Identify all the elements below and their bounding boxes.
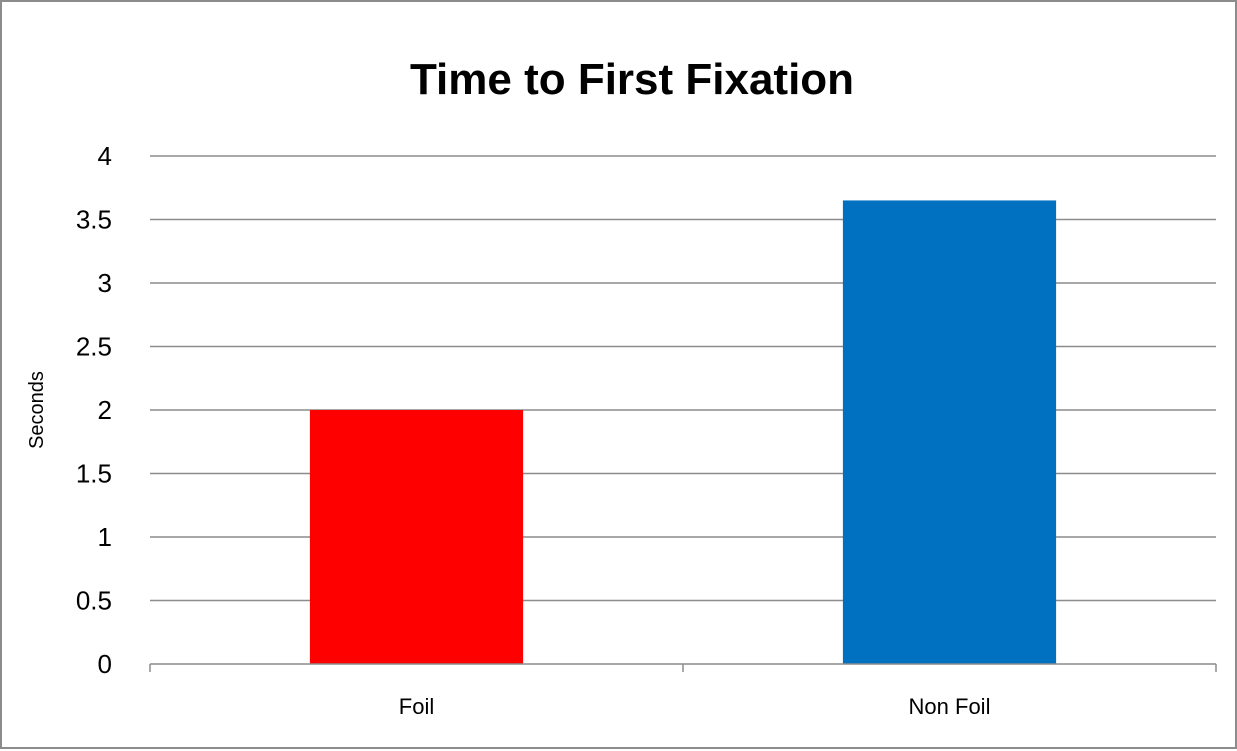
x-axis-categories: Foil Non Foil	[399, 694, 991, 719]
y-tick-label: 0	[98, 649, 112, 679]
x-category-label: Non Foil	[909, 694, 991, 719]
x-axis	[149, 663, 1217, 672]
y-tick-label: 0.5	[76, 586, 112, 616]
y-tick-label: 3.5	[76, 205, 112, 235]
y-tick-label: 3	[98, 268, 112, 298]
y-axis-ticks: 0 0.5 1 1.5 2 2.5 3 3.5 4	[76, 141, 112, 679]
y-tick-label: 2.5	[76, 332, 112, 362]
y-tick-label: 1.5	[76, 459, 112, 489]
y-tick-label: 1	[98, 522, 112, 552]
bars	[309, 200, 1057, 664]
chart-title: Time to First Fixation	[410, 55, 854, 104]
y-tick-label: 2	[98, 395, 112, 425]
y-axis-title: Seconds	[26, 371, 48, 449]
y-tick-label: 4	[98, 141, 112, 171]
x-category-label: Foil	[399, 694, 434, 719]
bar-non-foil	[842, 200, 1057, 664]
bar-foil	[309, 410, 524, 664]
